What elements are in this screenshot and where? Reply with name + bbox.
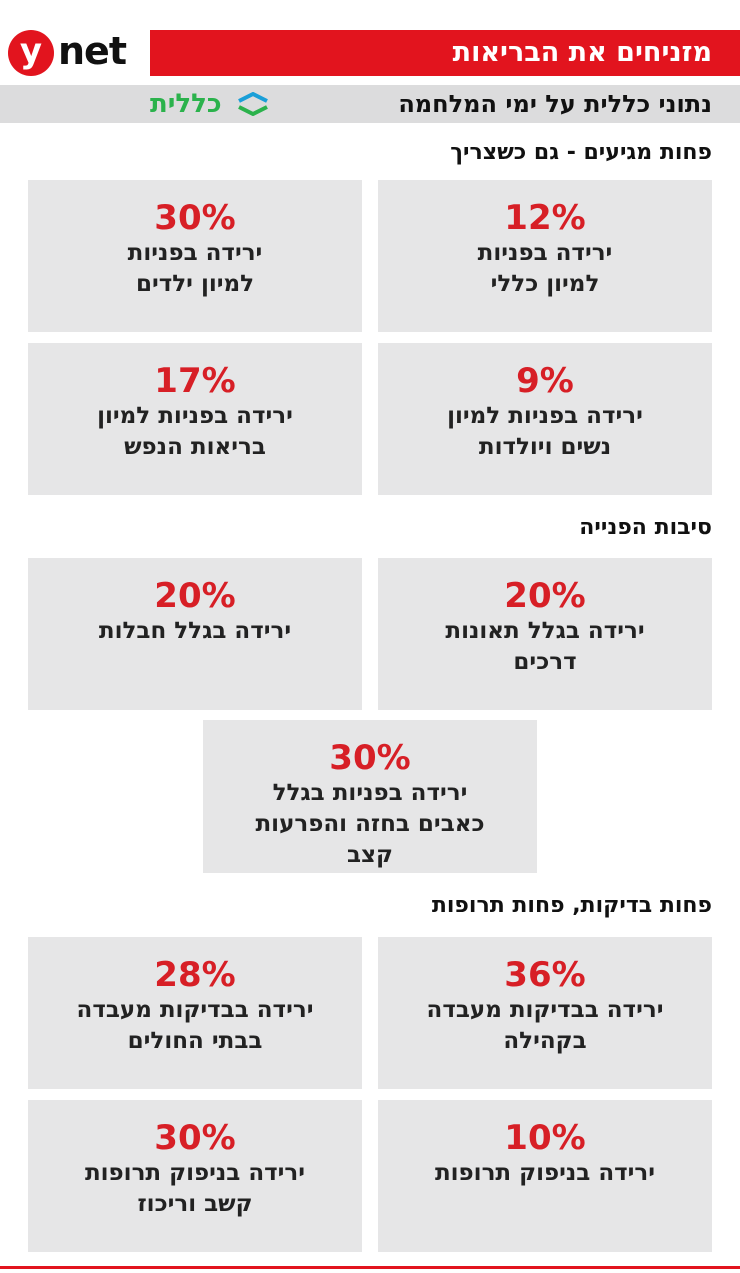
brand-icon	[238, 92, 268, 116]
subtitle-bar	[0, 85, 740, 123]
title: מזניחים את הבריאות	[452, 37, 712, 68]
stat-card: 20% ירידה בגלל חבלות	[28, 558, 362, 710]
section-heading: סיבות הפנייה	[579, 515, 712, 540]
stat-text: ירידה בבדיקות מעבדה	[76, 997, 314, 1023]
stat-value: 12%	[504, 198, 586, 238]
stat-text: ירידה בניפוק תרופות	[434, 1160, 656, 1186]
stat-text: קשב וריכוז	[137, 1191, 253, 1217]
stat-text: ירידה בפניות	[127, 240, 263, 266]
stat-card: 10% ירידה בניפוק תרופות	[378, 1100, 712, 1252]
logo-net: net	[58, 29, 127, 73]
stat-value: 30%	[154, 198, 236, 238]
bottom-rule	[0, 1266, 740, 1269]
stat-card: 28% ירידה בבדיקות מעבדה בבתי החולים	[28, 937, 362, 1089]
stat-card: 30% ירידה בפניות בגלל כאבים בחזה והפרעות קצ…	[203, 720, 537, 873]
subtitle: נתוני כללית על ימי המלחמה	[398, 90, 712, 118]
stat-text: למיון כללי	[490, 271, 600, 297]
section-heading: פחות בדיקות, פחות תרופות	[431, 893, 712, 918]
section-heading: פחות מגיעים - גם כשצריך	[450, 140, 712, 165]
stat-text: בריאות הנפש	[124, 434, 266, 460]
stat-value: 36%	[504, 955, 586, 995]
stat-value: 30%	[154, 1118, 236, 1158]
stat-text: ירידה בגלל תאונות	[445, 618, 645, 644]
stat-text: דרכים	[513, 649, 577, 675]
stat-text: ירידה בפניות	[477, 240, 613, 266]
stat-text: בבתי החולים	[127, 1028, 263, 1054]
stat-card: 30% ירידה בפניות למיון ילדים	[28, 180, 362, 332]
stat-text: ירידה בפניות בגלל	[272, 780, 468, 806]
stat-card: 36% ירידה בבדיקות מעבדה בקהילה	[378, 937, 712, 1089]
stat-value: 28%	[154, 955, 236, 995]
stat-text: ירידה בפניות למיון	[447, 403, 643, 429]
stat-value: 9%	[516, 361, 574, 401]
stat-value: 17%	[154, 361, 236, 401]
stat-card: 20% ירידה בגלל תאונות דרכים	[378, 558, 712, 710]
stat-text: ירידה בגלל חבלות	[98, 618, 292, 644]
logo-y: y	[19, 31, 43, 71]
title-bar	[150, 30, 740, 76]
stat-card: 17% ירידה בפניות למיון בריאות הנפש	[28, 343, 362, 495]
stat-card: 30% ירידה בניפוק תרופות קשב וריכוז	[28, 1100, 362, 1252]
stat-text: למיון ילדים	[135, 271, 255, 297]
stat-card: 9% ירידה בפניות למיון נשים ויולדות	[378, 343, 712, 495]
stat-value: 20%	[154, 576, 236, 616]
stat-text: ירידה בבדיקות מעבדה	[426, 997, 664, 1023]
stat-text: קצב	[347, 842, 393, 868]
brand: כללית	[150, 89, 222, 119]
stat-text: כאבים בחזה והפרעות	[255, 811, 485, 837]
stat-text: בקהילה	[503, 1028, 587, 1054]
stat-card: 12% ירידה בפניות למיון כללי	[378, 180, 712, 332]
stat-text: ירידה בניפוק תרופות	[84, 1160, 306, 1186]
stat-value: 20%	[504, 576, 586, 616]
stat-text: ירידה בפניות למיון	[97, 403, 293, 429]
stat-value: 30%	[329, 738, 411, 778]
logo-circle	[8, 30, 54, 76]
stat-value: 10%	[504, 1118, 586, 1158]
stat-text: נשים ויולדות	[478, 434, 612, 460]
